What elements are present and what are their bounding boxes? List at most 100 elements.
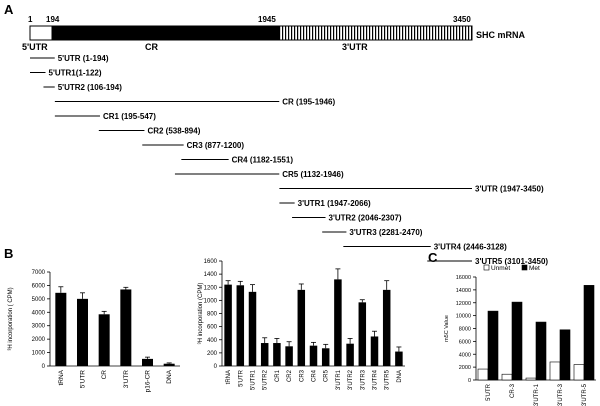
- category-label: CR1: [275, 369, 281, 382]
- mrna-pos-start: 1: [28, 15, 33, 24]
- region-3utr-label: 3'UTR: [342, 42, 368, 52]
- mrna-pos-cr-end: 1945: [258, 15, 276, 24]
- y-tick-label: 1400: [204, 272, 218, 278]
- panel-b-chart-2: 0 200 400 600 800 1000 1200 1400 1600 ³H incorpor…: [198, 259, 405, 390]
- y-axis-label: ³H incorporation ( CPM): [8, 287, 14, 350]
- fragment-label: 3'UTR3 (2281-2470): [349, 228, 422, 237]
- bar-met: [487, 310, 499, 381]
- bar-met: [559, 329, 571, 381]
- y-tick-label: 0: [42, 364, 46, 370]
- legend-label-unmet: Unmet: [491, 265, 510, 272]
- y-tick-label: 1600: [204, 259, 218, 265]
- y-tick-label: 1200: [204, 285, 218, 291]
- mrna-cr-box: [51, 25, 280, 41]
- fragment-label: 3'UTR2 (2046-2307): [329, 214, 402, 223]
- category-label: CR4: [312, 369, 318, 382]
- bar: [382, 289, 391, 366]
- mrna-pos-utr-end: 194: [46, 15, 60, 24]
- category-label: 5'UTR1: [251, 369, 257, 390]
- fragment-label: 5'UTR1(1-122): [49, 69, 102, 78]
- mrna-5utr-box: [29, 25, 53, 41]
- fragment-label: CR5 (1132-1946): [282, 170, 344, 179]
- y-tick-label: 14000: [456, 288, 471, 294]
- y-tick-label: 4000: [32, 310, 46, 316]
- y-tick-label: 10000: [456, 314, 471, 320]
- y-tick-label: 6000: [459, 339, 471, 345]
- y-axis-label: ³H incorporation (CPM): [198, 283, 204, 345]
- y-tick-label: 6000: [32, 283, 46, 289]
- category-label: 3'UTR-1: [534, 383, 540, 406]
- y-tick-label: 5000: [32, 297, 46, 303]
- bar: [260, 343, 269, 366]
- panel-b-letter: B: [4, 246, 13, 261]
- category-label: CR3: [299, 369, 305, 382]
- bar: [346, 343, 354, 366]
- category-label: 5'UTR: [80, 370, 87, 389]
- legend-swatch-unmet: [483, 264, 490, 271]
- bar-unmet: [525, 377, 537, 381]
- legend-label-met: Met: [529, 265, 540, 272]
- category-label: 3'UTR: [123, 370, 130, 389]
- category-label: CR-3: [510, 383, 516, 398]
- mrna-label: SHC mRNA: [476, 30, 526, 40]
- category-label: 3'UTR-3: [558, 383, 564, 406]
- bar: [358, 302, 367, 366]
- category-label: tRNA: [58, 369, 65, 385]
- category-label: 3'UTR3: [360, 369, 366, 390]
- fragment-label: 3'UTR4 (2446-3128): [434, 243, 507, 252]
- category-label: DNA: [166, 369, 173, 383]
- bar: [77, 298, 88, 366]
- fragment-label: CR4 (1182-1551): [232, 156, 294, 165]
- mrna-pos-end: 3450: [453, 15, 471, 24]
- bar: [321, 348, 330, 366]
- category-label: CR: [101, 370, 108, 380]
- category-label: 3'UTR4: [373, 369, 379, 390]
- category-label: tRNA: [226, 370, 232, 384]
- fragment-label: 3'UTR5 (3101-3450): [475, 257, 548, 266]
- bar: [224, 284, 232, 366]
- y-axis-label: m5C Value: [444, 315, 450, 342]
- bar: [55, 292, 67, 366]
- bar-unmet: [477, 368, 489, 381]
- category-label: CR2: [287, 369, 293, 382]
- bar-met: [511, 301, 523, 381]
- bar-unmet: [573, 364, 585, 381]
- bar: [163, 363, 175, 366]
- y-tick-label: 2000: [32, 337, 46, 343]
- fragment-label: 5'UTR2 (106-194): [58, 83, 122, 92]
- category-label: DNA: [397, 370, 403, 383]
- y-tick-label: 4000: [459, 352, 471, 358]
- category-label: 5'UTR: [486, 383, 492, 400]
- category-label: 5'UTR: [238, 369, 244, 386]
- panel-c-chart: 0 2000 4000 6000 8000 10000 12000 14000 16000 m5C…: [444, 264, 596, 406]
- y-tick-label: 16000: [456, 275, 471, 281]
- fragment-label: 3'UTR1 (1947-2066): [298, 199, 371, 208]
- fragment-label: CR (195-1946): [282, 98, 335, 107]
- y-tick-label: 200: [207, 351, 218, 357]
- y-tick-label: 2000: [459, 365, 471, 371]
- region-5utr-label: 5'UTR: [22, 42, 48, 52]
- panel-c-letter: C: [428, 250, 438, 265]
- fragment-label: 3'UTR (1947-3450): [475, 185, 544, 194]
- fragment-label: CR2 (538-894): [147, 127, 200, 136]
- y-tick-label: 0: [214, 364, 218, 370]
- panel-b-chart-1: 0 1000 2000 3000 4000 5000 6000 7000 ³H incorpor…: [8, 270, 180, 392]
- fragment-label: CR1 (195-547): [103, 112, 156, 121]
- y-tick-label: 0: [468, 378, 471, 384]
- category-label: 5'UTR2: [263, 369, 269, 390]
- category-label: CR5: [324, 369, 330, 382]
- legend-swatch-met: [521, 264, 528, 271]
- category-label: 3'UTR2: [348, 369, 354, 390]
- bar: [395, 351, 403, 366]
- y-tick-label: 7000: [32, 270, 46, 276]
- category-label: 3'UTR1: [336, 369, 342, 390]
- bar: [142, 358, 153, 366]
- bar: [248, 291, 257, 366]
- y-tick-label: 1000: [32, 351, 46, 357]
- bar: [370, 336, 379, 366]
- bar: [236, 285, 245, 366]
- y-tick-label: 600: [207, 325, 218, 331]
- bar: [98, 314, 110, 366]
- bar: [120, 289, 132, 366]
